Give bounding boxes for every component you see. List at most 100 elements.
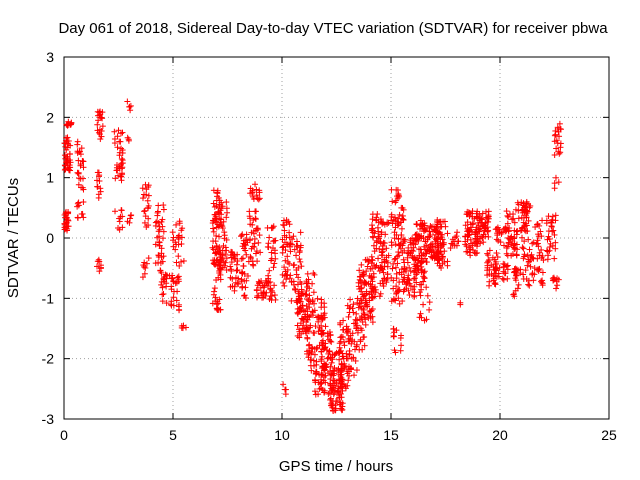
data-point [254, 292, 261, 299]
data-point [435, 228, 442, 235]
data-point [232, 274, 239, 281]
data-point [168, 283, 175, 290]
data-point [363, 268, 370, 275]
data-point [439, 236, 446, 243]
data-point [315, 313, 322, 320]
data-point [64, 144, 71, 151]
data-point [369, 319, 376, 326]
data-point [279, 244, 286, 251]
data-point [173, 259, 180, 266]
data-point [365, 258, 372, 265]
data-point [336, 344, 343, 351]
data-point [223, 247, 230, 254]
data-point [127, 215, 134, 222]
data-point [77, 161, 84, 168]
data-point [79, 184, 86, 191]
data-point [397, 245, 404, 252]
data-point [264, 224, 271, 231]
data-point [210, 228, 217, 235]
data-point [266, 234, 273, 241]
data-point [293, 267, 300, 274]
data-point [116, 215, 123, 222]
data-point [396, 279, 403, 286]
data-point [282, 257, 289, 264]
data-point [378, 265, 385, 272]
data-point [145, 182, 152, 189]
data-point [496, 229, 503, 236]
data-point [388, 211, 395, 218]
data-point [400, 256, 407, 263]
data-point [383, 245, 390, 252]
data-point [407, 268, 414, 275]
data-point [64, 227, 71, 234]
y-tick-label: -1 [42, 290, 55, 306]
data-point [503, 208, 510, 215]
data-point [234, 257, 241, 264]
data-point [391, 329, 398, 336]
data-point [118, 130, 125, 137]
data-point [418, 263, 425, 270]
data-point [360, 293, 367, 300]
data-point [256, 232, 263, 239]
data-point [284, 253, 291, 260]
data-point [331, 352, 338, 359]
data-point [223, 199, 230, 206]
data-point [427, 222, 434, 229]
data-point [229, 283, 236, 290]
data-point [479, 234, 486, 241]
data-point [344, 355, 351, 362]
data-point [247, 215, 254, 222]
data-point [349, 305, 356, 312]
data-point [348, 340, 355, 347]
data-point [115, 172, 122, 179]
data-point [538, 278, 545, 285]
data-point [399, 298, 406, 305]
data-point [390, 216, 397, 223]
data-point [311, 351, 318, 358]
data-point [368, 256, 375, 263]
x-tick-label: 5 [169, 427, 177, 443]
data-point [145, 255, 152, 262]
data-point [118, 177, 125, 184]
data-point [364, 303, 371, 310]
data-point [408, 241, 415, 248]
data-point [378, 229, 385, 236]
data-point [359, 318, 366, 325]
data-point [307, 312, 314, 319]
data-point [219, 225, 226, 232]
data-point [491, 280, 498, 287]
data-point [529, 270, 536, 277]
x-tick-label: 20 [492, 427, 508, 443]
data-point [118, 170, 125, 177]
data-point [170, 237, 177, 244]
data-point [118, 155, 125, 162]
data-point [372, 286, 379, 293]
data-point [178, 240, 185, 247]
data-point [78, 210, 85, 217]
data-point [505, 240, 512, 247]
data-point [405, 244, 412, 251]
data-point [351, 338, 358, 345]
data-point [303, 278, 310, 285]
data-point [424, 292, 431, 299]
data-point [160, 202, 167, 209]
data-point [410, 275, 417, 282]
data-point [519, 244, 526, 251]
data-point [286, 221, 293, 228]
data-point [293, 252, 300, 259]
data-point [477, 215, 484, 222]
data-point [228, 259, 235, 266]
data-point [389, 265, 396, 272]
data-point [310, 357, 317, 364]
data-point [156, 223, 163, 230]
data-point [213, 305, 220, 312]
data-point [551, 231, 558, 238]
data-point [152, 219, 159, 226]
data-point [356, 267, 363, 274]
data-point [64, 134, 71, 141]
data-point [485, 252, 492, 259]
data-point [556, 120, 563, 127]
data-point [325, 336, 332, 343]
data-point [315, 328, 322, 335]
data-point [155, 202, 162, 209]
